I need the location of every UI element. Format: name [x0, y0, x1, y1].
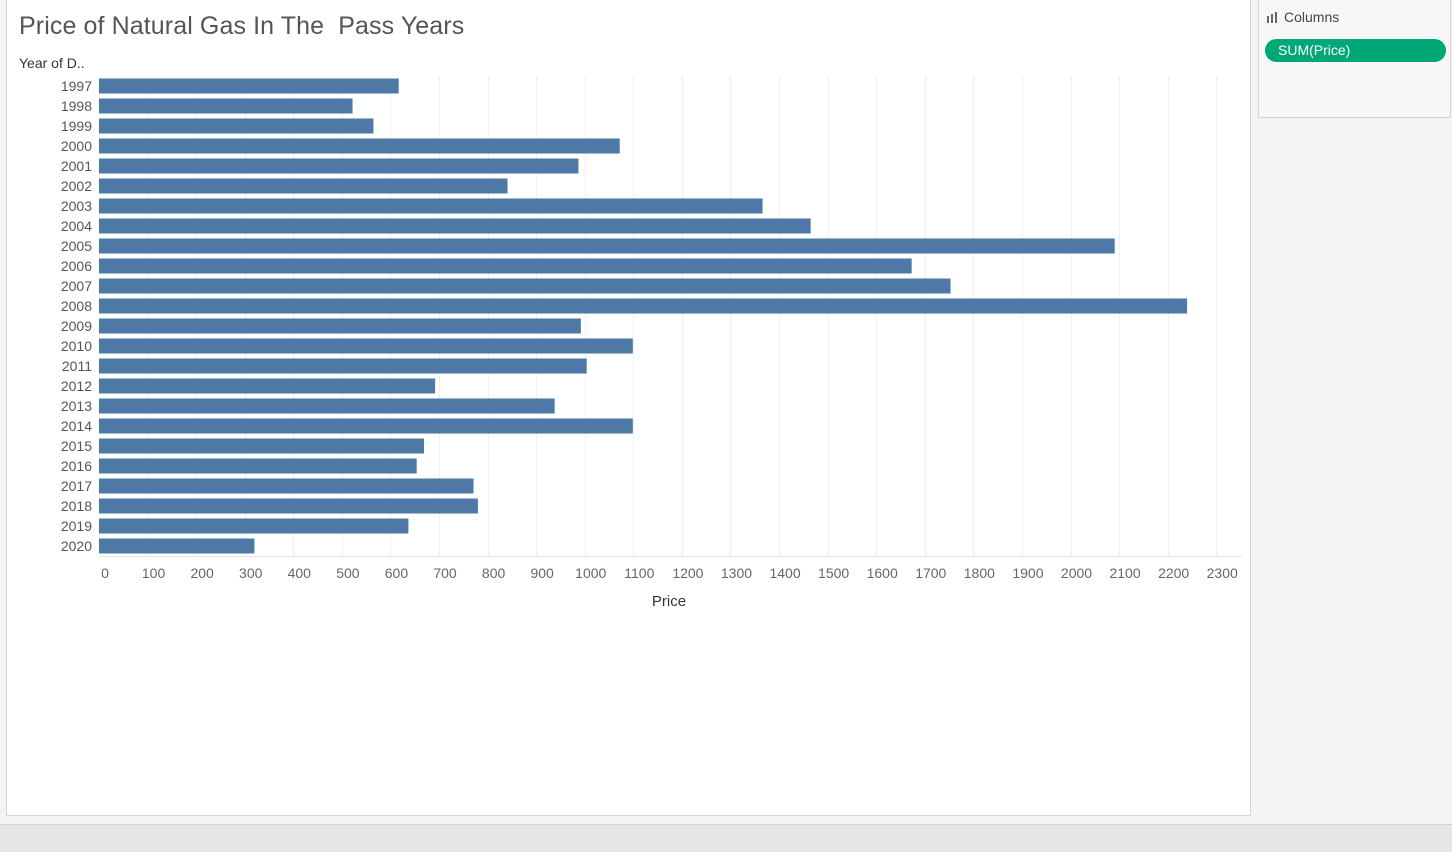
- bar-2013[interactable]: [99, 398, 555, 414]
- bar-2011[interactable]: [99, 358, 587, 374]
- sum-price-pill[interactable]: SUM(Price): [1265, 39, 1446, 62]
- bar-2010[interactable]: [99, 338, 633, 354]
- y-tick-label: 2010: [61, 338, 92, 354]
- bar-1998[interactable]: [99, 98, 353, 114]
- x-tick-label: 400: [288, 565, 312, 581]
- x-tick-label: 800: [482, 565, 506, 581]
- bar-2000[interactable]: [99, 138, 620, 154]
- bar-2009[interactable]: [99, 318, 581, 334]
- y-tick-label: 2014: [61, 418, 92, 434]
- x-tick-label: 1100: [624, 565, 654, 581]
- y-tick-label: 2009: [61, 318, 92, 334]
- bar-2005[interactable]: [99, 238, 1115, 254]
- x-tick-label: 1700: [915, 565, 946, 581]
- x-tick-label: 500: [336, 565, 360, 581]
- viz-pane: Price of Natural Gas In The Pass Years Y…: [6, 0, 1251, 816]
- gridlines: [99, 76, 1242, 557]
- bar-2003[interactable]: [99, 198, 763, 214]
- y-tick-label: 1999: [61, 118, 92, 134]
- y-tick-label: 2018: [61, 498, 92, 514]
- y-tick-label: 1998: [61, 98, 92, 114]
- x-tick-labels: 0 100 200 300 400 500 600 700 800 900 1000 1100 1200…: [101, 565, 1238, 581]
- bar-2004[interactable]: [99, 218, 811, 234]
- y-tick-label: 2019: [61, 518, 92, 534]
- y-tick-label: 2001: [61, 158, 92, 174]
- y-tick-label: 2002: [61, 178, 92, 194]
- y-tick-label: 2015: [61, 438, 92, 454]
- bar-1999[interactable]: [99, 118, 374, 134]
- y-tick-label: 1997: [61, 78, 92, 94]
- y-tick-labels: 1997 1998 1999 2000 2001 2002 2003 2004 2005 2006…: [61, 78, 92, 554]
- x-tick-label: 100: [142, 565, 166, 581]
- x-tick-label: 1500: [818, 565, 849, 581]
- y-tick-label: 2000: [61, 138, 92, 154]
- y-tick-label: 2004: [61, 218, 92, 234]
- columns-shelf-header: Columns: [1267, 9, 1339, 25]
- y-tick-label: 2011: [62, 358, 92, 374]
- y-tick-label: 2020: [61, 538, 92, 554]
- bar-2012[interactable]: [99, 378, 436, 394]
- x-tick-label: 1800: [964, 565, 995, 581]
- x-tick-label: 2200: [1158, 565, 1189, 581]
- columns-shelf-icon: [1267, 11, 1277, 23]
- y-tick-label: 2017: [61, 478, 92, 494]
- columns-shelf: Columns SUM(Price): [1258, 0, 1451, 118]
- bar-2017[interactable]: [99, 478, 474, 494]
- y-tick-label: 2006: [61, 258, 92, 274]
- x-tick-label: 2300: [1207, 565, 1238, 581]
- bar-2019[interactable]: [99, 518, 409, 534]
- x-tick-label: 1200: [672, 565, 703, 581]
- bar-2001[interactable]: [99, 158, 579, 174]
- bar-chart: 1997199819992000200120022003200420052006…: [61, 76, 1242, 610]
- x-tick-label: 900: [530, 565, 554, 581]
- x-tick-label: 0: [101, 565, 109, 581]
- bar-2018[interactable]: [99, 498, 478, 514]
- x-tick-label: 300: [239, 565, 263, 581]
- y-tick-label: 2012: [61, 378, 92, 394]
- rows-field-header[interactable]: Year of D..: [19, 55, 85, 71]
- x-tick-label: 700: [433, 565, 457, 581]
- status-bar: [0, 824, 1452, 852]
- x-tick-label: 2000: [1061, 565, 1092, 581]
- bar-2008[interactable]: [99, 298, 1188, 314]
- bar-1997[interactable]: [99, 78, 399, 94]
- bars: [99, 78, 1188, 554]
- x-tick-label: 1600: [867, 565, 898, 581]
- y-tick-label: 2005: [61, 238, 92, 254]
- x-tick-label: 1000: [575, 565, 606, 581]
- x-tick-label: 1900: [1012, 565, 1043, 581]
- bar-2014[interactable]: [99, 418, 633, 434]
- x-tick-label: 2100: [1109, 565, 1140, 581]
- y-tick-label: 2013: [61, 398, 92, 414]
- y-tick-label: 2003: [61, 198, 92, 214]
- bar-2020[interactable]: [99, 538, 255, 554]
- chart-title: Price of Natural Gas In The Pass Years: [19, 12, 465, 40]
- x-tick-label: 200: [190, 565, 214, 581]
- x-tick-label: 1400: [769, 565, 800, 581]
- bar-2006[interactable]: [99, 258, 912, 274]
- y-tick-label: 2008: [61, 298, 92, 314]
- bar-2015[interactable]: [99, 438, 424, 454]
- y-tick-label: 2007: [61, 278, 92, 294]
- bar-2007[interactable]: [99, 278, 951, 294]
- columns-shelf-label: Columns: [1284, 9, 1340, 25]
- y-tick-label: 2016: [61, 458, 92, 474]
- x-axis-title: Price: [652, 593, 686, 610]
- x-tick-label: 1300: [721, 565, 752, 581]
- bar-2016[interactable]: [99, 458, 417, 474]
- bar-2002[interactable]: [99, 178, 508, 194]
- x-tick-label: 600: [385, 565, 409, 581]
